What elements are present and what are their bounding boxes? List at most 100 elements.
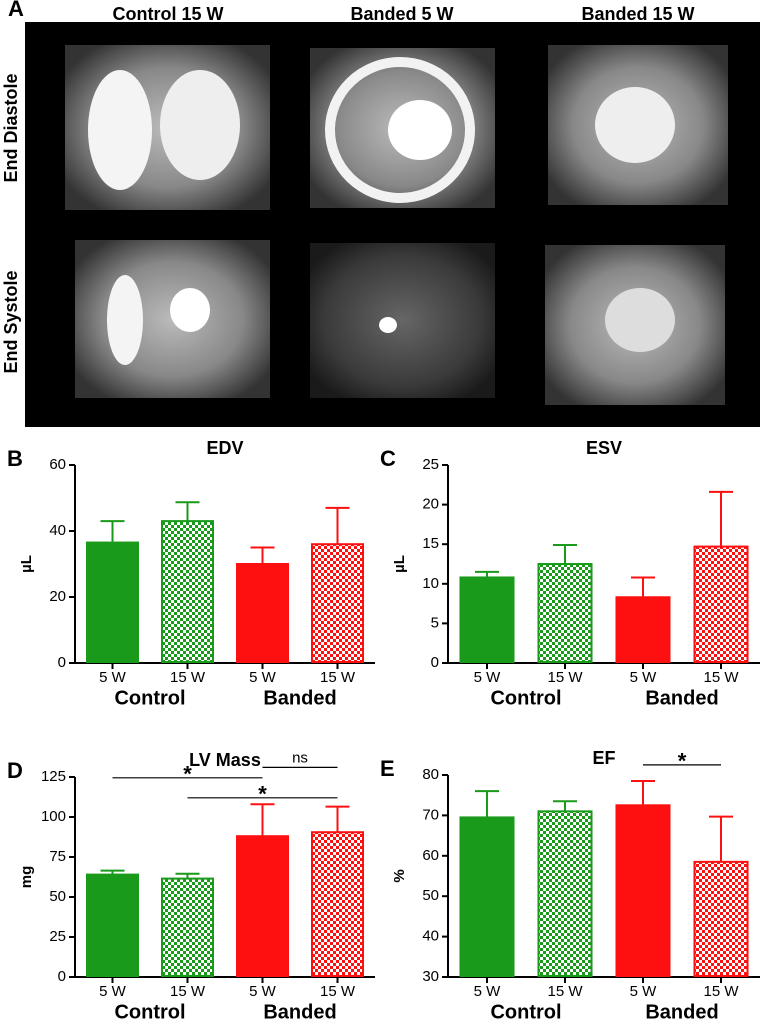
error-bar: [175, 872, 200, 879]
bar: [161, 877, 214, 977]
row-label: End Diastole: [1, 73, 21, 182]
y-tick-label: 40: [422, 928, 439, 945]
bar: [615, 804, 671, 977]
y-tick-label: 80: [422, 766, 439, 783]
error-bar: [325, 506, 350, 545]
y-tick-label: 0: [58, 968, 66, 985]
x-tick-label: 15 W: [547, 669, 583, 686]
y-axis-label: mg: [18, 866, 35, 889]
panel-letter: D: [7, 758, 23, 783]
y-tick-label: 25: [422, 456, 439, 473]
bar: [311, 543, 364, 664]
error-bar: [250, 546, 275, 564]
x-tick-label: 5 W: [474, 983, 502, 1000]
y-tick-label: 5: [431, 614, 439, 631]
significance-label: *: [678, 749, 687, 774]
bar: [459, 816, 515, 977]
y-tick-label: 125: [41, 768, 66, 785]
x-tick-label: 5 W: [249, 669, 277, 686]
significance-label: *: [258, 782, 267, 807]
bar: [459, 576, 515, 663]
bar: [161, 520, 214, 663]
x-tick-label: 15 W: [547, 983, 583, 1000]
group-label: Banded: [263, 1001, 336, 1020]
error-bar: [175, 501, 200, 522]
chart-title: EDV: [206, 438, 243, 458]
error-bar: [709, 815, 733, 862]
chart-title: LV Mass: [189, 750, 261, 770]
column-label: Banded 15 W: [581, 4, 694, 24]
x-tick-label: 5 W: [630, 983, 658, 1000]
mri-images: [65, 45, 728, 405]
y-tick-label: 100: [41, 808, 66, 825]
panel-letter: B: [7, 446, 23, 471]
group-label: Control: [490, 687, 561, 709]
error-bar: [475, 570, 499, 578]
x-tick-label: 15 W: [320, 669, 356, 686]
bar: [693, 545, 749, 663]
y-axis-label: µL: [391, 555, 408, 573]
x-tick-label: 15 W: [703, 983, 739, 1000]
y-tick-label: 10: [422, 575, 439, 592]
bar: [311, 831, 364, 978]
y-tick-label: 0: [58, 654, 66, 671]
y-tick-label: 20: [422, 496, 439, 513]
error-bar: [250, 803, 275, 837]
error-bar: [709, 490, 733, 547]
error-bar: [553, 543, 577, 564]
x-tick-label: 5 W: [99, 983, 127, 1000]
group-label: Banded: [645, 687, 718, 709]
x-tick-label: 5 W: [474, 669, 502, 686]
group-label: Control: [114, 1001, 185, 1020]
y-tick-label: 50: [49, 888, 66, 905]
bar: [236, 563, 289, 663]
significance-label: ns: [292, 749, 308, 766]
error-bar: [100, 520, 125, 543]
error-bar: [475, 790, 499, 818]
column-label: Control 15 W: [113, 4, 224, 24]
x-tick-label: 15 W: [703, 669, 739, 686]
error-bar: [100, 869, 125, 875]
x-tick-label: 5 W: [249, 983, 277, 1000]
group-label: Banded: [645, 1001, 718, 1020]
bar: [236, 835, 289, 978]
row-label: End Systole: [1, 270, 21, 373]
y-tick-label: 25: [49, 928, 66, 945]
panel-letter: C: [380, 446, 396, 471]
bar: [537, 810, 593, 977]
panel-letter: A: [8, 0, 24, 21]
y-tick-label: 40: [49, 522, 66, 539]
column-label: Banded 5 W: [350, 4, 453, 24]
bar: [615, 596, 671, 663]
y-axis-label: %: [391, 869, 408, 882]
significance-label: *: [183, 762, 192, 787]
y-tick-label: 0: [431, 654, 439, 671]
bar: [693, 860, 749, 977]
bar: [86, 873, 139, 977]
x-tick-label: 5 W: [99, 669, 127, 686]
group-label: Banded: [263, 687, 336, 709]
error-bar: [631, 576, 655, 598]
y-tick-label: 15: [422, 535, 439, 552]
y-tick-label: 50: [422, 887, 439, 904]
y-tick-label: 60: [49, 456, 66, 473]
x-tick-label: 15 W: [170, 669, 206, 686]
x-tick-label: 15 W: [320, 983, 356, 1000]
y-tick-label: 20: [49, 588, 66, 605]
bar: [537, 563, 593, 663]
error-bar: [553, 800, 577, 812]
chart-title: EF: [592, 748, 615, 768]
y-tick-label: 70: [422, 806, 439, 823]
panel-letter: E: [380, 756, 395, 781]
x-tick-label: 5 W: [630, 669, 658, 686]
x-tick-label: 15 W: [170, 983, 206, 1000]
y-tick-label: 30: [422, 968, 439, 985]
error-bar: [631, 780, 655, 806]
chart-title: ESV: [586, 438, 622, 458]
y-tick-label: 75: [49, 848, 66, 865]
y-axis-label: µL: [18, 555, 35, 573]
bar: [86, 541, 139, 663]
group-label: Control: [114, 687, 185, 709]
group-label: Control: [490, 1001, 561, 1020]
